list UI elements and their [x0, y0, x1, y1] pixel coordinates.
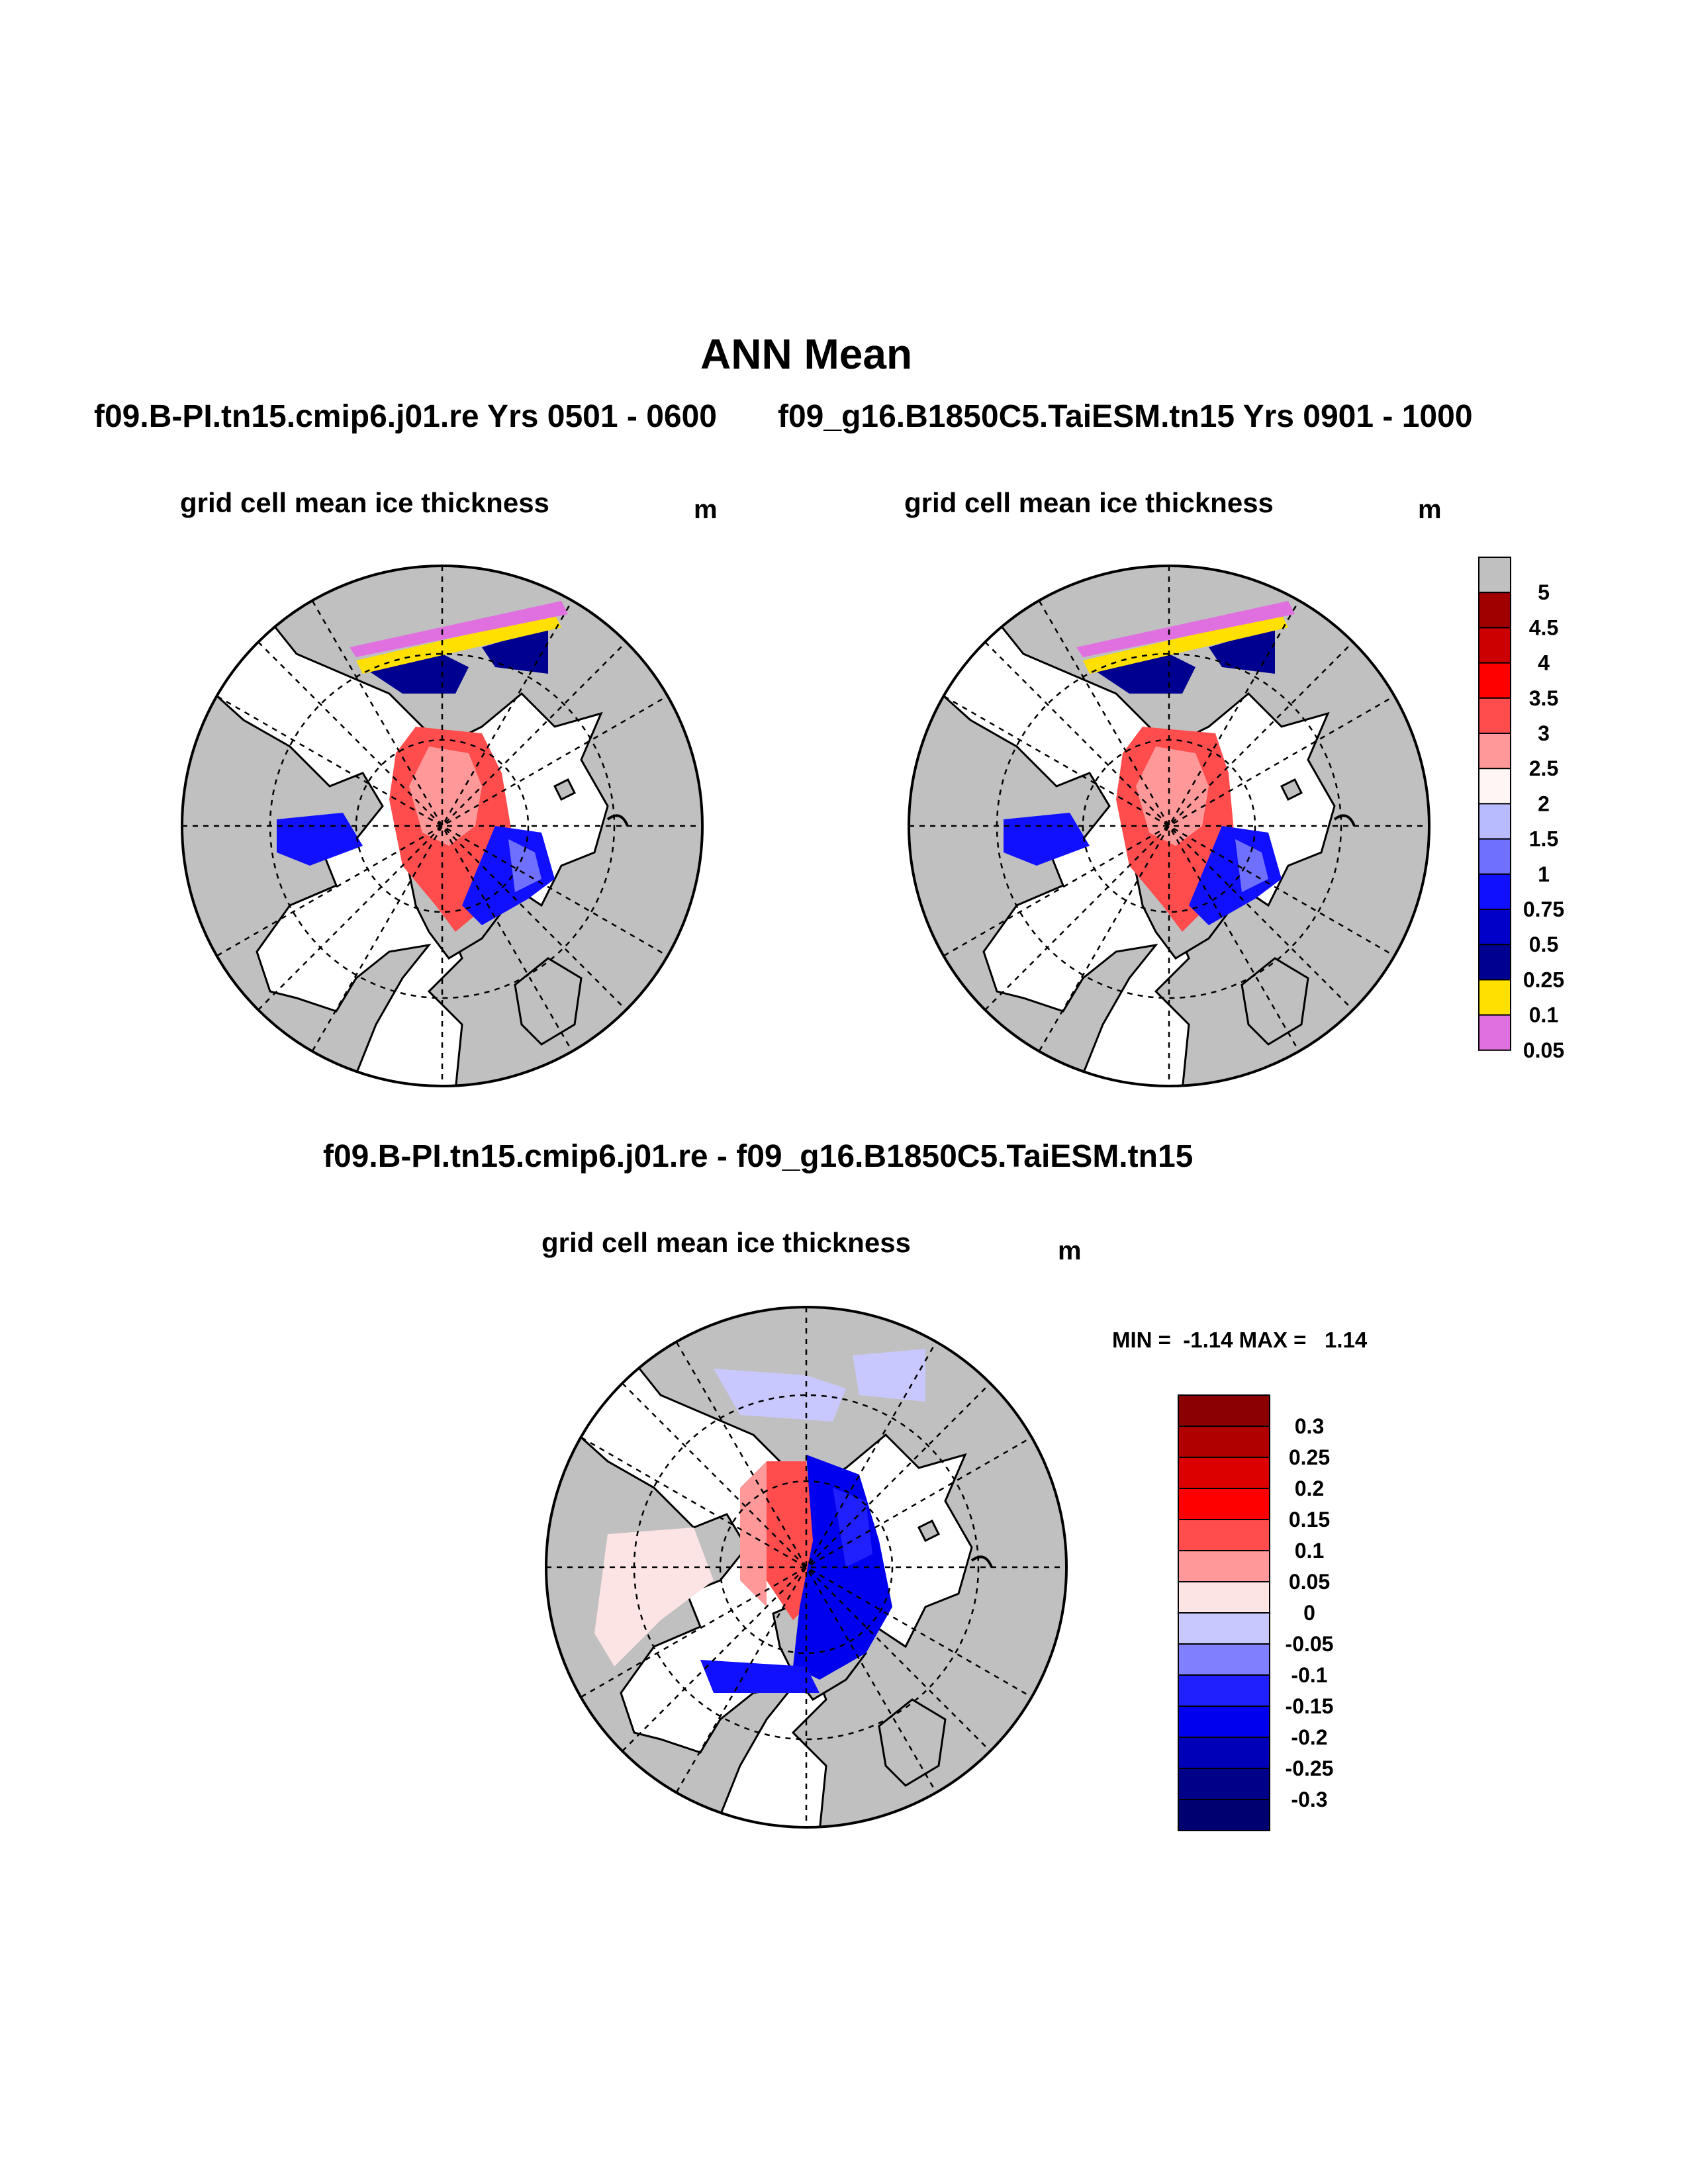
colorbar-main: 5 4.5 4 3.5 3 2.5 2 1.5 1 0.75 0.5 0.25 0.1 0.05	[1478, 557, 1564, 1062]
map-panel-a	[182, 566, 702, 1086]
colorbar-tick-label: 0.05	[1289, 1570, 1330, 1594]
colorbar-tick-label: 0.2	[1295, 1477, 1324, 1500]
colorbar-swatch	[1178, 1612, 1270, 1645]
atlantic-negative-diff-region	[700, 1660, 820, 1693]
colorbar-swatch	[1178, 1643, 1270, 1676]
colorbar-tick-label: 0.15	[1289, 1508, 1330, 1531]
colorbar-swatch	[1478, 627, 1511, 664]
colorbar-tick-label: 1	[1538, 862, 1550, 886]
colorbar-tick-label: -0.25	[1286, 1756, 1334, 1780]
colorbar-tick-label: -0.05	[1286, 1632, 1334, 1656]
colorbar-swatch	[1178, 1799, 1270, 1831]
colorbar-swatch	[1178, 1768, 1270, 1800]
panel-diff-units: m	[1058, 1236, 1082, 1265]
map-border-b	[908, 565, 1430, 1087]
colorbar-tick-label: -0.1	[1291, 1663, 1327, 1687]
colorbar-tick-label: 0.25	[1289, 1445, 1330, 1469]
colorbar-swatch	[1478, 979, 1511, 1016]
colorbar-swatch	[1478, 768, 1511, 805]
colorbar-tick-label: 0	[1303, 1601, 1315, 1625]
colorbar-swatch	[1478, 838, 1511, 875]
colorbar-tick-label: 3.5	[1529, 686, 1558, 710]
bering-ice-region	[482, 627, 548, 674]
colorbar-swatch	[1178, 1674, 1270, 1707]
colorbar-tick-label: 2.5	[1529, 756, 1558, 780]
panel-a-variable: grid cell mean ice thickness	[180, 487, 549, 518]
bay-weak-positive-region	[594, 1527, 714, 1666]
bering-diff-region	[853, 1349, 925, 1402]
colorbar-swatch	[1478, 662, 1511, 699]
colorbar-swatch	[1178, 1426, 1270, 1458]
colorbar-swatch	[1478, 592, 1511, 629]
moderate-ice-region	[409, 747, 482, 846]
colorbar-swatch	[1178, 1581, 1270, 1614]
colorbar-tick-label: 4	[1538, 651, 1550, 675]
ice-edge-pink	[1076, 601, 1295, 657]
colorbar-swatch	[1478, 733, 1511, 770]
colorbar-tick-label: 0.5	[1529, 933, 1558, 956]
panel-b-variable: grid cell mean ice thickness	[904, 487, 1274, 518]
map-panel-b	[909, 566, 1429, 1086]
colorbar-swatch	[1478, 803, 1511, 840]
marginal-ice-region	[356, 614, 561, 674]
run-a-header: f09.B-PI.tn15.cmip6.j01.re Yrs 0501 - 06…	[94, 399, 717, 434]
okhotsk-diff-region	[714, 1369, 846, 1422]
colorbar-swatch	[1178, 1519, 1270, 1551]
colorbar-tick-label: 4.5	[1529, 615, 1558, 639]
colorbar-tick-label: -0.15	[1286, 1694, 1334, 1718]
page-title: ANN Mean	[700, 330, 913, 378]
colorbar-swatch	[1478, 909, 1511, 946]
bering-ice-region	[1209, 627, 1275, 674]
diff-header: f09.B-PI.tn15.cmip6.j01.re - f09_g16.B18…	[323, 1139, 1194, 1174]
panel-diff-variable: grid cell mean ice thickness	[541, 1227, 911, 1258]
colorbar-tick-label: 3	[1538, 721, 1550, 745]
colorbar-diff: 0.3 0.25 0.2 0.15 0.1 0.05 0 -0.05 -0.1 -0.15 -0.2…	[1178, 1394, 1334, 1831]
colorbar-tick-label: 0.75	[1523, 897, 1564, 921]
moderate-negative-diff-region	[833, 1488, 872, 1567]
colorbar-swatch	[1478, 697, 1511, 735]
panel-b-units: m	[1418, 495, 1442, 524]
ice-edge-pink	[350, 601, 568, 657]
map-panel-diff	[546, 1307, 1066, 1827]
colorbar-tick-label: 0.3	[1295, 1414, 1324, 1438]
colorbar-tick-label: 0.1	[1295, 1539, 1324, 1563]
colorbar-tick-label: 0.25	[1523, 968, 1564, 991]
colorbar-swatch	[1178, 1737, 1270, 1769]
colorbar-tick-label: 2	[1538, 792, 1550, 815]
marginal-ice-region	[1083, 614, 1288, 674]
colorbar-swatch	[1178, 1394, 1270, 1427]
moderate-ice-region	[1136, 747, 1209, 846]
map-border-diff	[545, 1306, 1068, 1829]
colorbar-swatch	[1178, 1488, 1270, 1520]
colorbar-tick-label: 0.1	[1529, 1003, 1558, 1027]
diff-stats: MIN = -1.14 MAX = 1.14	[1112, 1328, 1368, 1352]
colorbar-swatch	[1478, 944, 1511, 981]
colorbar-swatch	[1178, 1457, 1270, 1489]
colorbar-tick-label: 1.5	[1529, 827, 1558, 851]
colorbar-tick-label: -0.2	[1291, 1725, 1327, 1749]
panel-a-units: m	[694, 495, 718, 524]
colorbar-swatch	[1478, 873, 1511, 911]
map-border-a	[181, 565, 704, 1087]
colorbar-tick-label: 5	[1538, 580, 1550, 604]
weak-positive-diff-region	[740, 1461, 767, 1607]
colorbar-swatch	[1178, 1550, 1270, 1582]
colorbar-swatch	[1478, 1014, 1511, 1051]
run-b-header: f09_g16.B1850C5.TaiESM.tn15 Yrs 0901 - 1…	[778, 399, 1473, 434]
colorbar-tick-label: 0.05	[1523, 1038, 1564, 1062]
colorbar-swatch	[1178, 1706, 1270, 1738]
positive-diff-region	[753, 1461, 820, 1620]
colorbar-tick-label: -0.3	[1291, 1788, 1327, 1811]
colorbar-swatch	[1478, 557, 1511, 594]
